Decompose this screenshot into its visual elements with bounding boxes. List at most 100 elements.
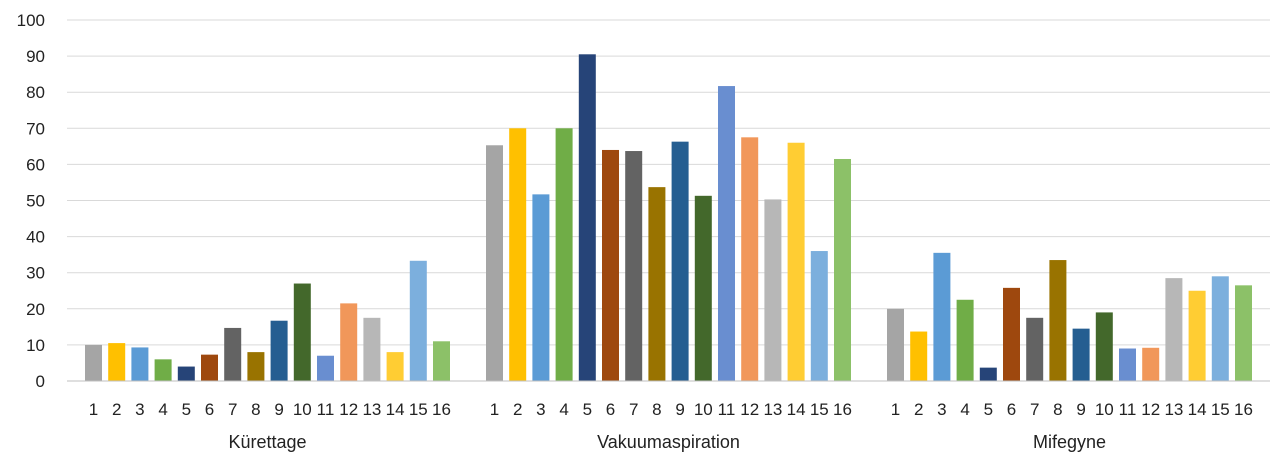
x-axis-bar-labels: 1 2 3 4 5 6 7 8 9 10 11 12 13 14 15 16 1 2 3 4 5 6 7 8 9 10 11 12 13… bbox=[89, 400, 1253, 419]
bar-13 bbox=[1165, 278, 1183, 381]
bar-number-label: 3 bbox=[135, 400, 144, 419]
bar-number-label: 12 bbox=[740, 400, 759, 419]
bar-6 bbox=[602, 149, 619, 381]
bar-8 bbox=[1049, 260, 1067, 381]
bar-number-label: 3 bbox=[937, 400, 946, 419]
bar-number-label: 8 bbox=[251, 400, 260, 419]
bar-number-label: 4 bbox=[960, 400, 969, 419]
bar-14 bbox=[787, 142, 805, 381]
bar-16 bbox=[433, 341, 450, 381]
bar-number-label: 15 bbox=[1211, 400, 1230, 419]
category-label: Vakuumaspiration bbox=[597, 432, 740, 452]
bar-11 bbox=[317, 355, 334, 381]
bar-7 bbox=[625, 151, 643, 381]
bar-number-label: 10 bbox=[293, 400, 312, 419]
bar-number-label: 13 bbox=[763, 400, 782, 419]
bar-5 bbox=[177, 366, 195, 381]
bar-number-label: 14 bbox=[787, 400, 806, 419]
bar-14 bbox=[1188, 290, 1206, 381]
bar-number-label: 2 bbox=[112, 400, 121, 419]
bar-14 bbox=[386, 352, 404, 381]
bar-10 bbox=[1095, 312, 1113, 381]
bar-number-label: 11 bbox=[317, 400, 335, 419]
bar-number-label: 8 bbox=[1053, 400, 1062, 419]
category-label: Kürettage bbox=[228, 432, 306, 452]
bar-7 bbox=[1026, 317, 1044, 381]
y-tick-label: 10 bbox=[26, 336, 45, 355]
bar-number-label: 1 bbox=[891, 400, 900, 419]
bar-number-label: 4 bbox=[158, 400, 167, 419]
bar-number-label: 16 bbox=[432, 400, 451, 419]
bar-number-label: 15 bbox=[409, 400, 428, 419]
bar-3 bbox=[933, 252, 951, 381]
bar-number-label: 6 bbox=[205, 400, 214, 419]
bar-5 bbox=[578, 54, 596, 382]
bar-1 bbox=[486, 145, 503, 381]
y-tick-label: 80 bbox=[26, 83, 45, 102]
bar-number-label: 11 bbox=[1119, 400, 1137, 419]
bar-5 bbox=[979, 367, 997, 381]
bar-10 bbox=[694, 195, 712, 381]
y-axis-tick-labels: 0 10 20 30 40 50 60 70 80 90 100 bbox=[17, 11, 45, 391]
bar-number-label: 5 bbox=[182, 400, 191, 419]
y-tick-label: 40 bbox=[26, 228, 45, 247]
bar-number-label: 9 bbox=[1076, 400, 1085, 419]
bar-number-label: 13 bbox=[362, 400, 381, 419]
bar-6 bbox=[1003, 287, 1020, 381]
bar-9 bbox=[671, 141, 689, 381]
bar-number-label: 9 bbox=[274, 400, 283, 419]
bar-3 bbox=[532, 194, 550, 381]
bar-number-label: 11 bbox=[718, 400, 736, 419]
bar-number-label: 7 bbox=[228, 400, 237, 419]
bar-number-label: 1 bbox=[490, 400, 499, 419]
y-tick-label: 100 bbox=[17, 11, 45, 30]
bar-8 bbox=[648, 187, 666, 381]
bar-number-label: 16 bbox=[833, 400, 852, 419]
y-tick-label: 0 bbox=[36, 372, 45, 391]
bar-3 bbox=[131, 347, 149, 381]
bar-9 bbox=[270, 320, 288, 381]
bar-number-label: 5 bbox=[984, 400, 993, 419]
category-labels: Kürettage Vakuumaspiration Mifegyne bbox=[228, 432, 1106, 452]
bar-13 bbox=[764, 199, 782, 381]
bar-number-label: 9 bbox=[675, 400, 684, 419]
bar-11 bbox=[718, 86, 735, 381]
bar-6 bbox=[201, 354, 218, 381]
bar-2 bbox=[910, 331, 928, 381]
y-tick-label: 60 bbox=[26, 155, 45, 174]
bar-11 bbox=[1119, 348, 1136, 381]
bar-1 bbox=[887, 308, 904, 381]
bar-number-label: 16 bbox=[1234, 400, 1253, 419]
bar-number-label: 10 bbox=[1095, 400, 1114, 419]
bar-1 bbox=[85, 344, 102, 381]
bar-number-label: 10 bbox=[694, 400, 713, 419]
bar-15 bbox=[409, 260, 427, 381]
bar-12 bbox=[340, 303, 358, 381]
bar-number-label: 7 bbox=[629, 400, 638, 419]
bar-10 bbox=[293, 283, 311, 381]
bar-12 bbox=[741, 137, 759, 381]
bars bbox=[85, 54, 1252, 382]
y-tick-label: 30 bbox=[26, 264, 45, 283]
bar-number-label: 14 bbox=[1188, 400, 1207, 419]
bar-number-label: 5 bbox=[583, 400, 592, 419]
bar-number-label: 2 bbox=[513, 400, 522, 419]
bar-15 bbox=[810, 251, 828, 381]
bar-2 bbox=[509, 128, 527, 381]
bar-number-label: 12 bbox=[1141, 400, 1160, 419]
bar-number-label: 2 bbox=[914, 400, 923, 419]
bar-number-label: 6 bbox=[606, 400, 615, 419]
y-tick-label: 70 bbox=[26, 119, 45, 138]
bar-16 bbox=[834, 158, 851, 381]
category-label: Mifegyne bbox=[1033, 432, 1106, 452]
bar-16 bbox=[1235, 285, 1252, 381]
y-tick-label: 50 bbox=[26, 192, 45, 211]
bar-number-label: 6 bbox=[1007, 400, 1016, 419]
bar-number-label: 7 bbox=[1030, 400, 1039, 419]
bar-number-label: 3 bbox=[536, 400, 545, 419]
bar-4 bbox=[154, 359, 172, 381]
bar-15 bbox=[1211, 276, 1229, 381]
bar-number-label: 8 bbox=[652, 400, 661, 419]
bar-7 bbox=[224, 327, 242, 381]
